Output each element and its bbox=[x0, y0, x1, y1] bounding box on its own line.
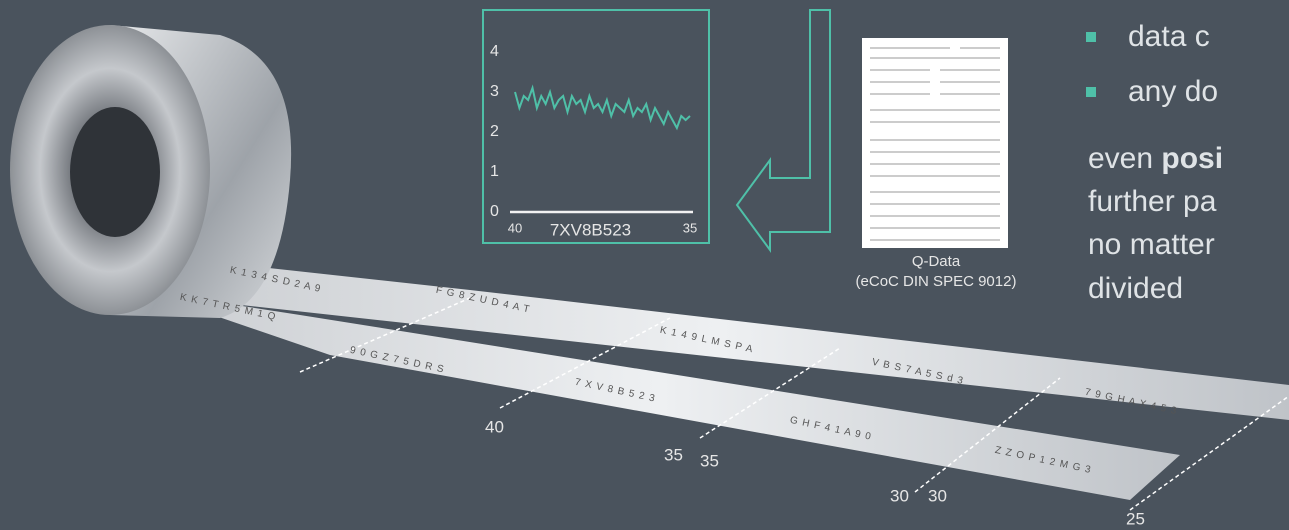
slide: 0 1 2 3 4 40 35 7XV8B523 Q-Data (eCoC DIN SPEC … bbox=[0, 0, 1289, 530]
position-label: 30 bbox=[928, 486, 947, 505]
position-label: 30 bbox=[890, 486, 909, 505]
position-label: 40 bbox=[485, 417, 504, 436]
y-tick-label: 3 bbox=[490, 83, 499, 100]
bullet-text: any do bbox=[1128, 75, 1218, 108]
paragraph-line: even posi bbox=[1088, 142, 1223, 175]
bullet-marker bbox=[1086, 32, 1096, 42]
page: 0 1 2 3 4 40 35 7XV8B523 Q-Data (eCoC DIN SPEC … bbox=[0, 0, 1289, 530]
paragraph-line: further pa bbox=[1088, 185, 1217, 218]
position-label: 35 bbox=[664, 445, 683, 464]
position-label: 25 bbox=[1126, 509, 1145, 528]
document-title: Q-Data bbox=[912, 253, 961, 270]
position-label: 35 bbox=[700, 451, 719, 470]
chart-annotation: 7XV8B523 bbox=[550, 220, 631, 239]
data-line bbox=[515, 88, 690, 128]
coil-hole bbox=[70, 107, 160, 237]
y-tick-label: 0 bbox=[490, 203, 499, 220]
paragraph-lead: even bbox=[1088, 142, 1153, 175]
y-tick-label: 2 bbox=[490, 123, 499, 140]
document-icon bbox=[862, 38, 1008, 248]
chart: 0 1 2 3 4 40 35 7XV8B523 bbox=[490, 43, 697, 239]
arrow bbox=[737, 10, 830, 250]
x-tick-label: 35 bbox=[683, 220, 697, 235]
x-tick-label: 40 bbox=[508, 220, 522, 235]
paragraph-line: no matter bbox=[1088, 228, 1215, 261]
bullet-text: data c bbox=[1128, 20, 1210, 53]
paragraph-line: divided bbox=[1088, 272, 1183, 305]
y-tick-label: 1 bbox=[490, 163, 499, 180]
y-tick-label: 4 bbox=[490, 43, 499, 60]
bullet-marker bbox=[1086, 87, 1096, 97]
document-subtitle: (eCoC DIN SPEC 9012) bbox=[856, 273, 1017, 290]
paragraph-bold: posi bbox=[1161, 142, 1223, 175]
